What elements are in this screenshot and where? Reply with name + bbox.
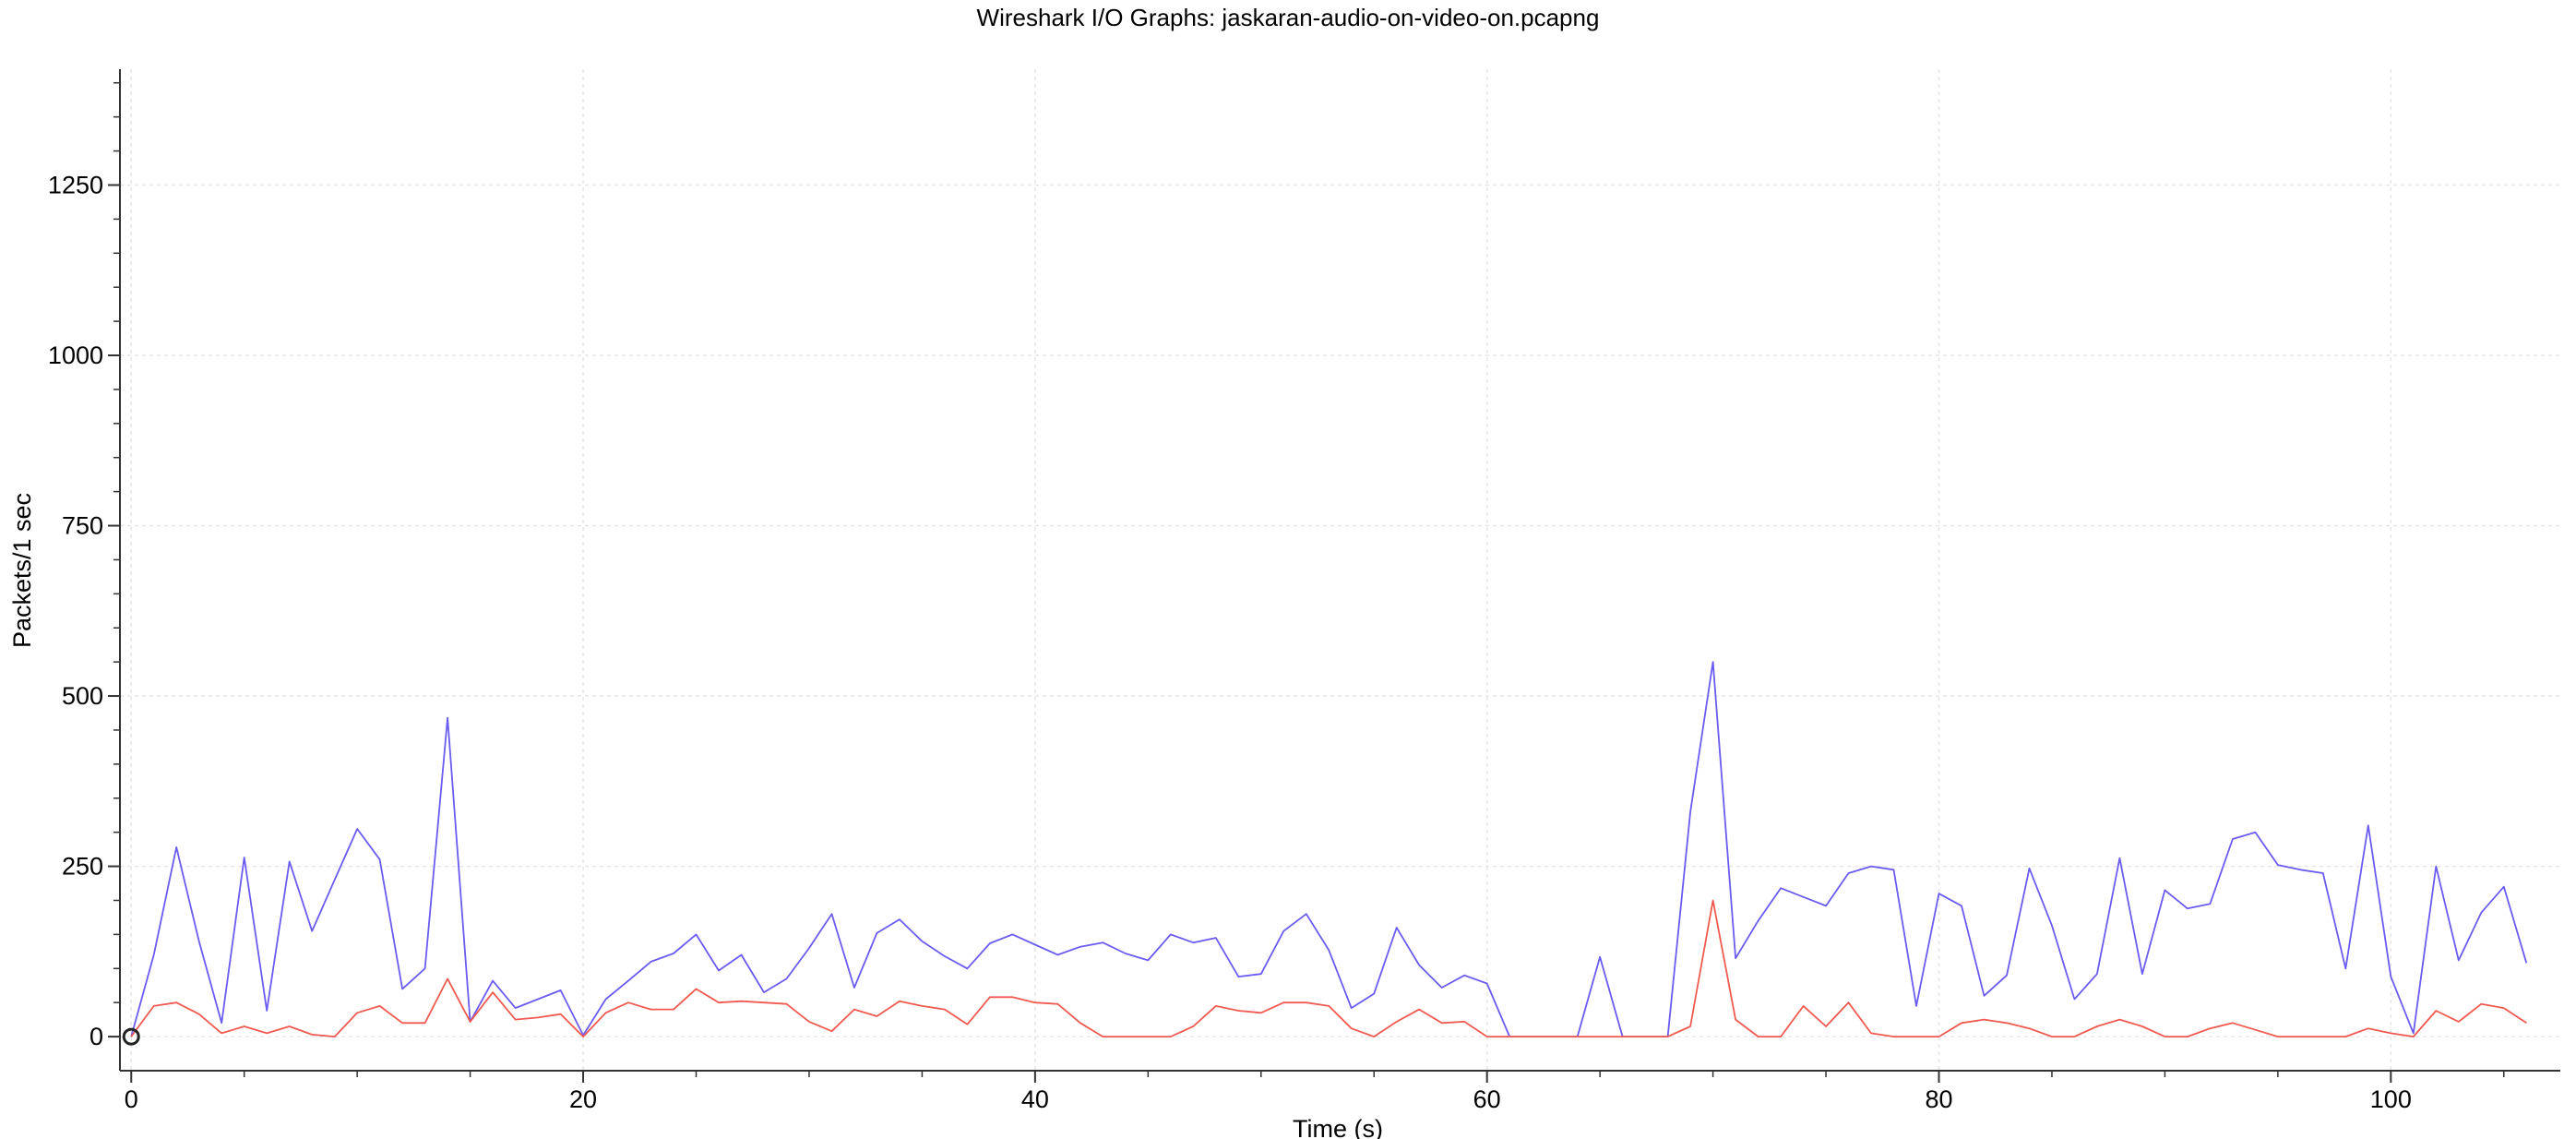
y-tick-label: 750 [62, 512, 103, 540]
y-tick-label: 250 [62, 853, 103, 881]
grid-layer [120, 69, 2560, 1071]
x-tick-label: 80 [1925, 1085, 1952, 1113]
origin-marker-icon [122, 1027, 140, 1046]
x-tick-label: 40 [1021, 1085, 1049, 1113]
series-line-0 [130, 661, 2528, 1037]
y-tick-label: 1000 [48, 342, 103, 369]
y-tick-label: 1250 [48, 171, 103, 198]
series-line-1 [130, 899, 2527, 1037]
x-tick-label: 100 [2370, 1085, 2412, 1113]
y-tick-label: 0 [89, 1023, 103, 1050]
x-tick-label: 20 [569, 1085, 597, 1113]
y-axis-label: Packets/1 sec [8, 493, 36, 648]
x-axis-label: Time (s) [1293, 1115, 1383, 1139]
y-tick-label: 500 [62, 682, 103, 710]
x-tick-label: 0 [125, 1085, 138, 1113]
series-layer [122, 661, 2528, 1046]
x-tick-label: 60 [1473, 1085, 1501, 1113]
chart-title: Wireshark I/O Graphs: jaskaran-audio-on-… [977, 4, 1600, 31]
